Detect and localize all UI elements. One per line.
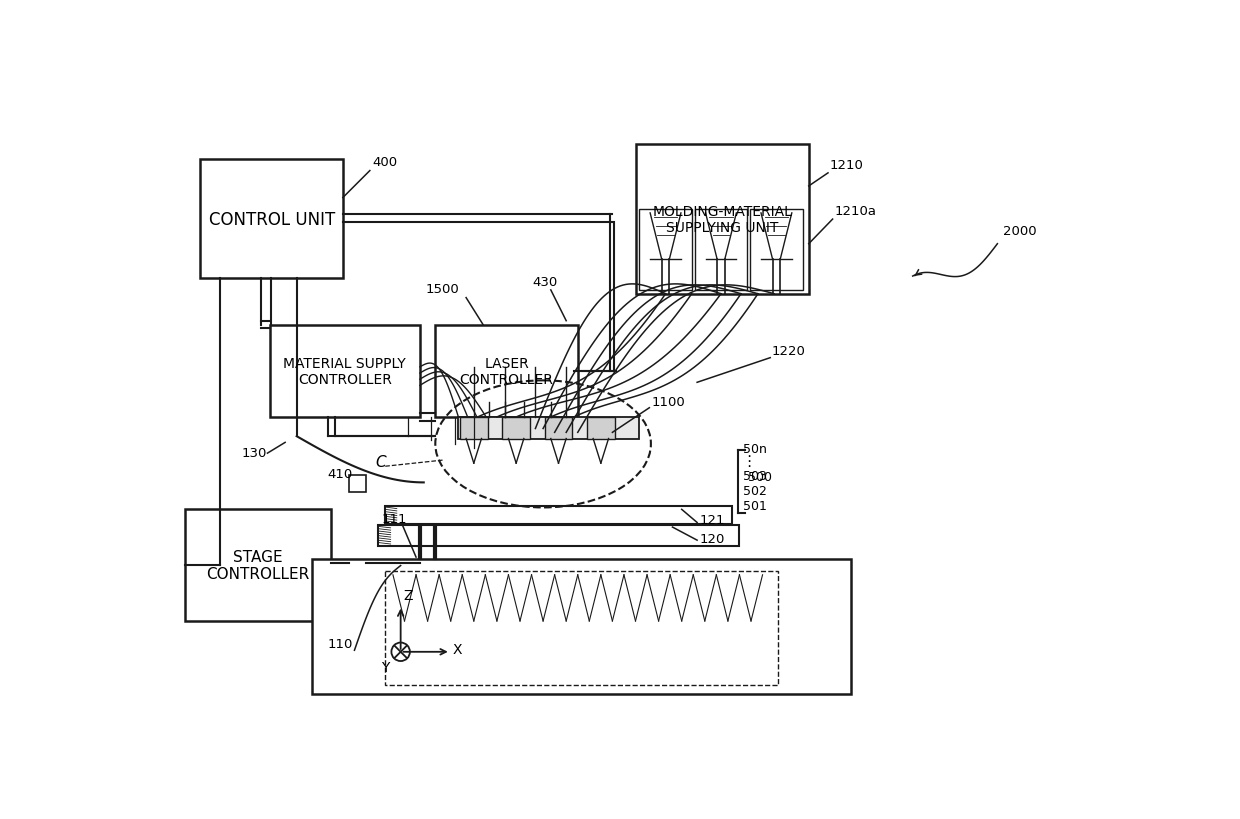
Text: MOLDING-MATERIAL
SUPPLYING UNIT: MOLDING-MATERIAL SUPPLYING UNIT [652,204,792,234]
Text: 111: 111 [382,513,407,526]
Bar [460,418,487,439]
Text: 1500: 1500 [427,283,460,296]
Text: 1100: 1100 [652,395,686,408]
Text: 121: 121 [699,514,725,527]
Bar [459,418,640,439]
Text: 501: 501 [743,500,768,513]
Text: C: C [376,455,386,469]
Text: MATERIAL SUPPLY
CONTROLLER: MATERIAL SUPPLY CONTROLLER [284,356,407,387]
Text: 120: 120 [699,533,725,545]
Bar [185,509,331,622]
Bar [640,210,692,291]
Bar [750,210,802,291]
Text: 1210a: 1210a [835,206,877,218]
Bar [587,418,615,439]
Bar [410,519,448,533]
Bar [350,475,366,492]
Text: ⋮: ⋮ [742,453,756,468]
Bar [635,144,808,294]
Bar [201,160,343,279]
Text: 410: 410 [327,468,352,481]
Bar [386,506,732,524]
Text: LASER
CONTROLLER: LASER CONTROLLER [460,356,553,387]
Text: Y: Y [382,660,389,674]
Bar [544,418,573,439]
Text: 110: 110 [327,637,353,650]
Text: 503: 503 [743,470,768,482]
Text: 1220: 1220 [771,344,806,357]
Text: 1210: 1210 [830,159,863,172]
Text: STAGE
CONTROLLER: STAGE CONTROLLER [207,550,310,581]
Text: 500: 500 [748,470,773,483]
Text: 400: 400 [372,156,397,169]
Text: CONTROL UNIT: CONTROL UNIT [208,210,335,229]
Text: 430: 430 [532,275,558,288]
Text: 502: 502 [743,484,768,497]
Bar [312,559,851,695]
Text: 50n: 50n [743,442,768,455]
Bar [270,325,420,418]
Bar [502,418,529,439]
Bar [435,325,578,418]
Text: Z: Z [404,589,413,603]
Bar [386,572,777,685]
Text: 2000: 2000 [1003,225,1037,238]
Bar [377,525,739,546]
Text: X: X [453,643,463,657]
Text: 130: 130 [242,446,267,459]
Bar [694,210,748,291]
